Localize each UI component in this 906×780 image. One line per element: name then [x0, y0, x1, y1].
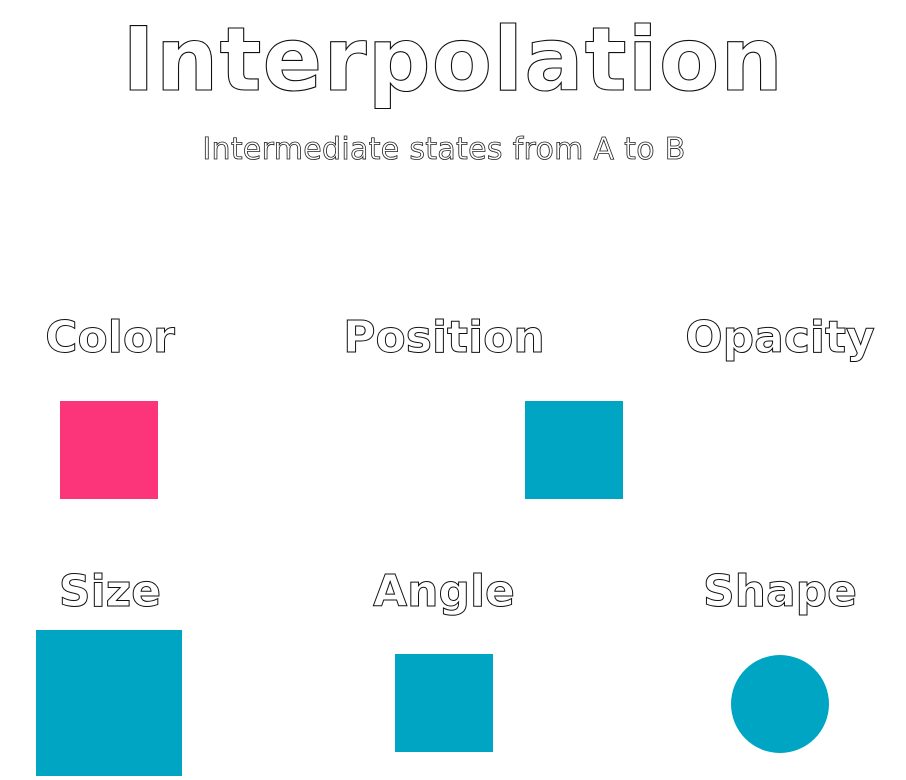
label-opacity: Opacity [685, 312, 875, 363]
label-angle: Angle [373, 566, 516, 617]
page-title: Interpolation [122, 8, 784, 111]
page-subtitle: Intermediate states from A to B [202, 132, 686, 167]
label-color: Color [45, 312, 176, 363]
label-shape: Shape [702, 566, 858, 617]
shape-swatch [731, 655, 829, 753]
label-size: Size [58, 566, 162, 617]
angle-swatch [395, 654, 493, 752]
color-swatch [60, 401, 158, 499]
position-swatch [525, 401, 623, 499]
label-position: Position [343, 312, 545, 363]
size-swatch [36, 630, 182, 776]
